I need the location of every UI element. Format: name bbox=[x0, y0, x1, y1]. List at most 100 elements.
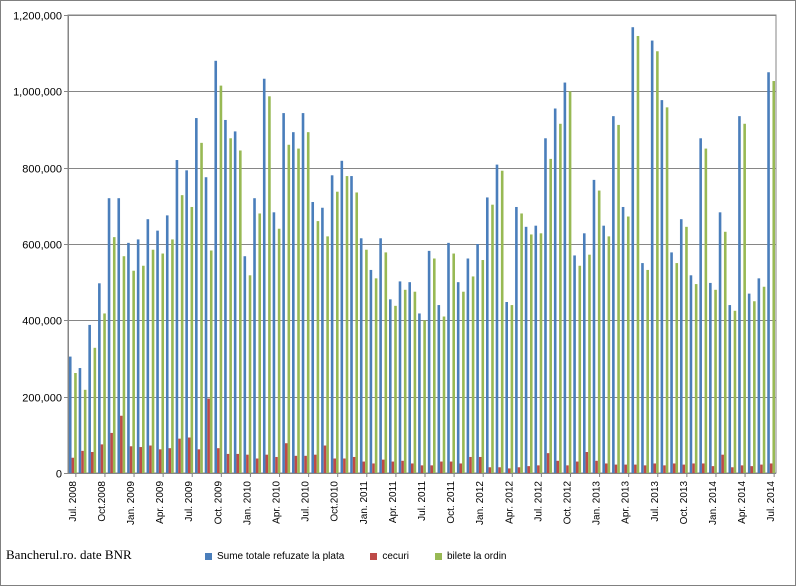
bar-bilete bbox=[675, 263, 679, 473]
bar-cecuri bbox=[139, 447, 143, 473]
y-tick-label: 800,000 bbox=[22, 164, 62, 176]
bar-cecuri bbox=[90, 452, 94, 473]
bar-sume bbox=[437, 305, 441, 473]
bar-cecuri bbox=[498, 467, 501, 473]
bar-sume bbox=[592, 179, 596, 473]
bar-sume bbox=[359, 238, 363, 473]
bar-bilete bbox=[74, 373, 77, 473]
legend-swatch-sume bbox=[205, 553, 212, 560]
bar-cecuri bbox=[459, 463, 463, 473]
bar-sume bbox=[214, 60, 218, 474]
bar-bilete bbox=[336, 191, 339, 473]
bar-bilete bbox=[103, 313, 106, 473]
x-tick-label: Oct. 2011 bbox=[446, 481, 457, 524]
bar-cecuri bbox=[614, 464, 618, 473]
x-tick-label: Jul. 2013 bbox=[650, 481, 661, 522]
bar-bilete bbox=[753, 301, 756, 473]
bar-cecuri bbox=[760, 464, 763, 473]
bar-cecuri bbox=[314, 454, 317, 473]
bar-bilete bbox=[714, 289, 717, 473]
bar-sume bbox=[660, 100, 664, 474]
bar-bilete bbox=[151, 249, 155, 473]
bar-sume bbox=[379, 238, 382, 473]
bar-bilete bbox=[423, 320, 426, 473]
bar-sume bbox=[330, 175, 334, 474]
bar-sume bbox=[447, 242, 450, 473]
source-label: Bancherul.ro. date BNR bbox=[6, 547, 132, 562]
bar-sume bbox=[738, 116, 741, 473]
bar-sume bbox=[195, 118, 198, 474]
bar-sume bbox=[243, 256, 247, 473]
bar-sume bbox=[563, 82, 567, 473]
bar-cecuri bbox=[769, 463, 773, 473]
bar-cecuri bbox=[701, 463, 705, 473]
bar-bilete bbox=[345, 176, 349, 473]
bar-cecuri bbox=[158, 449, 162, 473]
bar-sume bbox=[709, 282, 712, 473]
legend-item-bilete: bilete la ordin bbox=[435, 551, 506, 562]
bar-bilete bbox=[161, 253, 165, 473]
bar-sume bbox=[321, 207, 324, 474]
bar-sume bbox=[476, 244, 479, 473]
bar-sume bbox=[427, 250, 431, 473]
bar-bilete bbox=[607, 236, 611, 473]
bar-sume bbox=[767, 72, 770, 473]
y-tick-label: 400,000 bbox=[22, 316, 62, 328]
x-tick-label: Apr. 2009 bbox=[155, 481, 166, 524]
bar-bilete bbox=[636, 35, 640, 474]
bar-bilete bbox=[306, 132, 310, 474]
bar-bilete bbox=[656, 51, 659, 473]
x-tick-label: Oct. 2012 bbox=[563, 481, 574, 525]
y-tick-label: 1,200,000 bbox=[13, 11, 62, 23]
bar-bilete bbox=[316, 221, 320, 473]
bar-bilete bbox=[471, 276, 475, 473]
bar-cecuri bbox=[672, 463, 676, 473]
bar-bilete bbox=[403, 289, 407, 473]
bar-cecuri bbox=[129, 446, 133, 473]
bar-bilete bbox=[510, 305, 514, 473]
bar-bilete bbox=[462, 291, 465, 473]
bar-cecuri bbox=[372, 463, 375, 473]
bar-sume bbox=[127, 242, 130, 473]
bar-bilete bbox=[384, 252, 388, 473]
bar-sume bbox=[621, 206, 625, 474]
bar-sume bbox=[582, 233, 586, 473]
bar-sume bbox=[301, 113, 305, 473]
bar-sume bbox=[495, 164, 499, 474]
bar-bilete bbox=[723, 231, 727, 473]
bar-bilete bbox=[171, 239, 174, 473]
bar-bilete bbox=[733, 310, 737, 473]
y-tick-label: 200,000 bbox=[22, 393, 62, 405]
bar-sume bbox=[689, 275, 693, 473]
bar-cecuri bbox=[643, 465, 647, 473]
bar-cecuri bbox=[352, 456, 356, 473]
bar-cecuri bbox=[284, 443, 288, 473]
bar-cecuri bbox=[226, 453, 230, 473]
bar-bilete bbox=[297, 148, 300, 473]
bar-cecuri bbox=[507, 468, 511, 473]
x-tick-label: Jul. 2012 bbox=[533, 481, 544, 522]
bar-sume bbox=[466, 258, 470, 473]
bar-cecuri bbox=[81, 450, 84, 473]
bar-bilete bbox=[549, 158, 552, 473]
bar-cecuri bbox=[333, 458, 337, 473]
bar-sume bbox=[389, 299, 392, 473]
bar-cecuri bbox=[634, 464, 637, 473]
bar-cecuri bbox=[575, 461, 579, 473]
y-tick-label: 600,000 bbox=[22, 240, 62, 252]
bar-cecuri bbox=[178, 438, 181, 473]
bar-bilete bbox=[665, 107, 669, 474]
bar-cecuri bbox=[556, 460, 560, 473]
x-tick-label: Jul. 2011 bbox=[417, 481, 428, 521]
bar-sume bbox=[631, 27, 635, 474]
x-tick-label: Apr. 2010 bbox=[272, 481, 283, 524]
bar-cecuri bbox=[362, 461, 366, 473]
bar-cecuri bbox=[585, 452, 589, 473]
bar-bilete bbox=[626, 216, 630, 473]
x-tick-label: Jul. 2010 bbox=[301, 481, 312, 522]
x-tick-label: Jan. 2010 bbox=[242, 481, 253, 525]
bar-bilete bbox=[442, 316, 446, 473]
bar-sume bbox=[679, 219, 683, 473]
